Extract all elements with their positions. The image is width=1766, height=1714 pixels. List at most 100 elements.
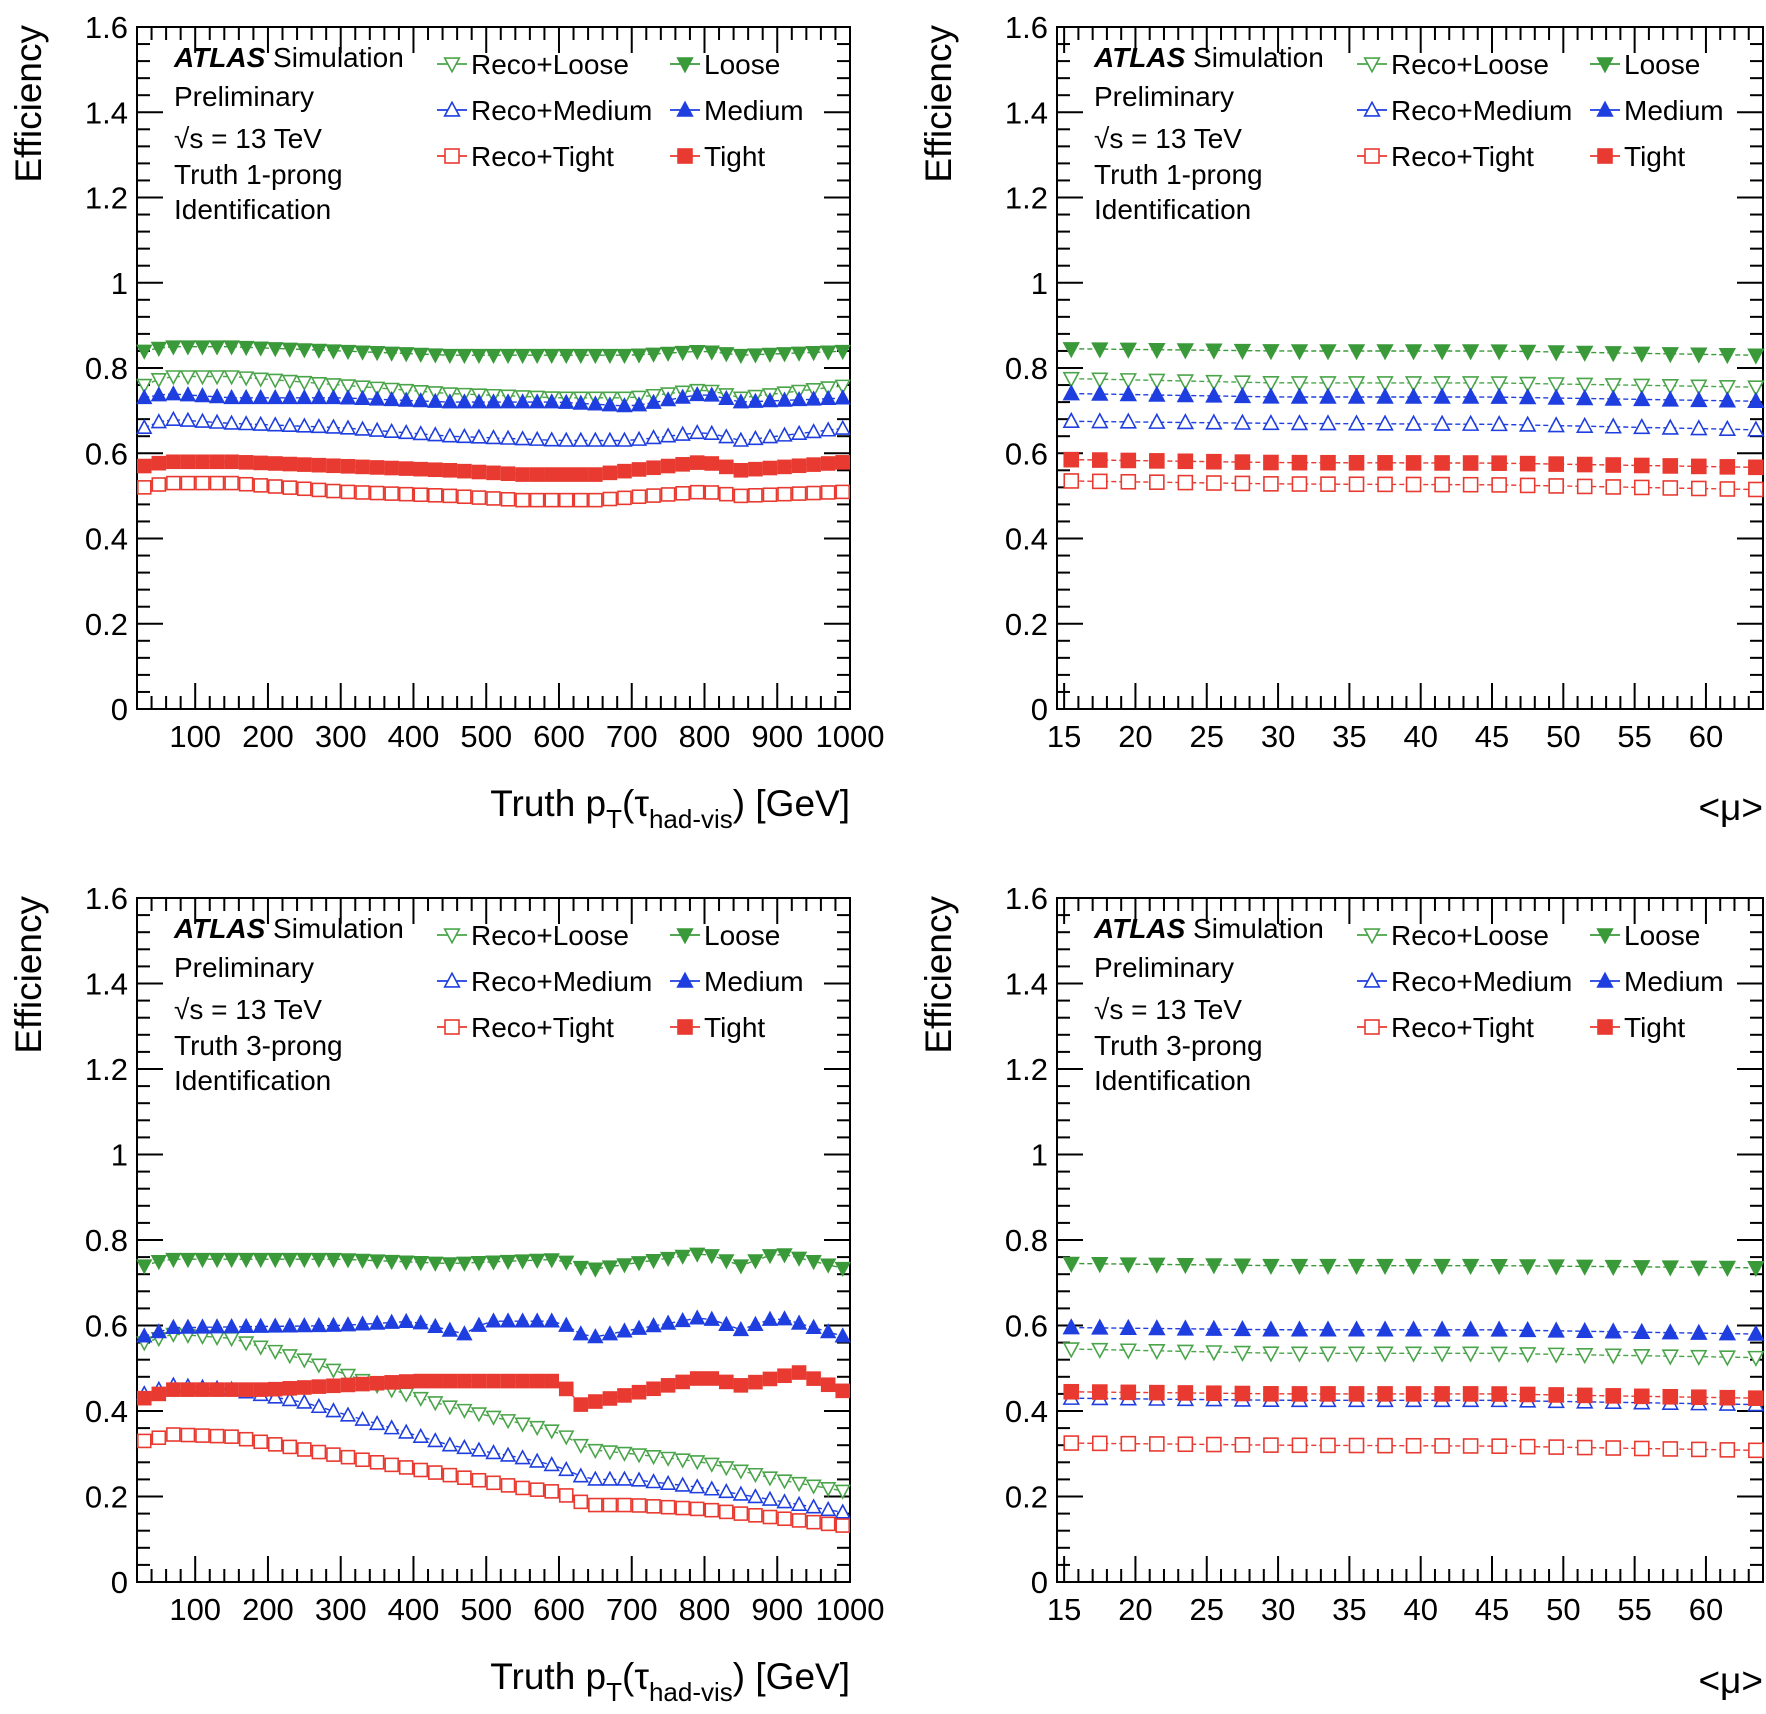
data-point — [383, 346, 400, 362]
data-point — [805, 1498, 822, 1514]
data-point — [412, 425, 429, 441]
series-tight — [1063, 1383, 1764, 1406]
data-point — [1604, 389, 1622, 406]
legend-entry: Medium — [670, 966, 804, 997]
data-point — [296, 1353, 313, 1369]
y-tick-label: 1.2 — [85, 1052, 128, 1087]
data-point — [645, 1473, 662, 1489]
data-point — [486, 491, 501, 506]
data-point — [281, 416, 298, 433]
data-point — [340, 1377, 356, 1393]
data-point — [1290, 1320, 1309, 1337]
data-point — [1234, 1437, 1251, 1453]
data-point — [514, 430, 531, 446]
data-point — [1404, 376, 1423, 393]
data-point — [1576, 1259, 1594, 1276]
data-point — [1177, 1436, 1194, 1453]
data-point — [267, 1317, 284, 1333]
data-point — [777, 486, 792, 502]
data-point — [529, 1482, 545, 1497]
data-point — [515, 467, 530, 482]
data-point — [1233, 343, 1252, 360]
data-point — [1405, 1437, 1422, 1454]
data-point — [1462, 1438, 1479, 1454]
data-point — [194, 387, 211, 403]
x-tick-label: 25 — [1190, 1592, 1224, 1627]
data-point — [194, 340, 211, 356]
data-point — [267, 479, 283, 494]
data-point — [529, 1373, 545, 1389]
data-point — [1747, 1261, 1765, 1278]
identification-label: Identification — [174, 194, 331, 225]
data-point — [587, 1443, 604, 1460]
legend-entry: Reco+Medium — [437, 95, 652, 126]
data-point — [369, 1375, 385, 1391]
data-point — [1518, 1259, 1537, 1276]
data-point — [747, 1488, 764, 1504]
data-point — [820, 1323, 837, 1339]
data-point — [748, 1508, 763, 1523]
data-point — [208, 370, 226, 386]
series-loose — [136, 340, 851, 365]
data-point — [1262, 376, 1280, 393]
data-point — [1576, 1439, 1593, 1456]
data-point — [209, 1382, 225, 1397]
data-point — [368, 390, 386, 406]
data-point — [1690, 347, 1708, 364]
data-point — [457, 1470, 472, 1485]
data-point — [528, 1452, 546, 1468]
y-tick-label: 1.2 — [1005, 1052, 1048, 1087]
data-point — [150, 413, 167, 429]
data-point — [689, 1501, 705, 1517]
data-point — [252, 341, 269, 357]
data-point — [791, 1513, 807, 1528]
data-point — [762, 1371, 778, 1387]
legend-label: Reco+Medium — [471, 966, 652, 997]
data-point — [1320, 1437, 1336, 1454]
y-tick-label: 1.6 — [85, 881, 128, 916]
data-point — [485, 1255, 502, 1271]
data-point — [253, 478, 268, 493]
data-point — [354, 389, 371, 406]
y-tick-label: 1 — [1031, 1138, 1048, 1173]
data-point — [427, 1256, 444, 1272]
data-point — [515, 1373, 530, 1389]
x-tick-label: 200 — [242, 719, 294, 754]
data-point — [1519, 1386, 1536, 1403]
data-point — [267, 1344, 284, 1360]
data-point — [485, 1312, 502, 1328]
data-point — [383, 382, 400, 398]
data-point — [325, 1252, 342, 1269]
data-point — [413, 487, 429, 503]
data-point — [151, 455, 167, 471]
data-point — [1177, 474, 1194, 491]
data-point — [791, 1365, 807, 1380]
legend-entry: Tight — [1590, 1012, 1685, 1043]
legend-entry: Reco+Loose — [1357, 49, 1549, 80]
data-point — [776, 1474, 793, 1490]
data-point — [1490, 1346, 1508, 1363]
data-point — [1718, 419, 1737, 436]
data-point — [820, 381, 837, 397]
data-point — [704, 485, 720, 500]
series-loose — [1062, 342, 1765, 365]
data-point — [1320, 1386, 1336, 1402]
legend-entry: Reco+Loose — [437, 920, 629, 951]
x-tick-label: 500 — [460, 719, 512, 754]
data-point — [834, 1503, 851, 1519]
data-point — [1063, 473, 1080, 489]
data-point — [441, 1400, 459, 1416]
data-point — [1548, 456, 1564, 472]
y-tick-label: 1.4 — [1005, 967, 1048, 1002]
data-point — [719, 1374, 734, 1390]
x-axis-label: <μ> — [1698, 1660, 1763, 1701]
data-point — [601, 431, 619, 447]
data-point — [1661, 347, 1679, 364]
data-point — [310, 343, 328, 359]
data-point — [1433, 414, 1451, 431]
data-point — [398, 1460, 414, 1475]
data-point — [136, 458, 152, 474]
data-point — [296, 343, 313, 359]
data-point — [1119, 1318, 1138, 1335]
data-point — [718, 347, 735, 363]
